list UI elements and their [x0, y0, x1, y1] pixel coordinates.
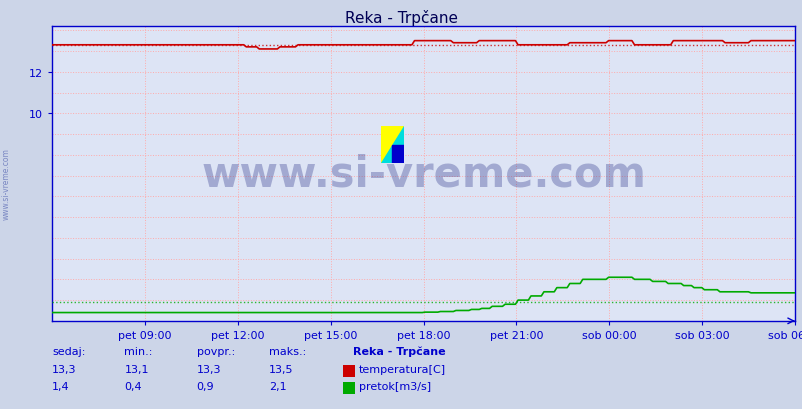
Text: sedaj:: sedaj: — [52, 346, 86, 356]
Text: maks.:: maks.: — [269, 346, 306, 356]
Text: pretok[m3/s]: pretok[m3/s] — [358, 381, 431, 391]
Text: 13,3: 13,3 — [52, 364, 77, 374]
Text: Reka - Trpčane: Reka - Trpčane — [353, 345, 445, 356]
Polygon shape — [381, 127, 403, 164]
Text: 2,1: 2,1 — [269, 381, 286, 391]
Polygon shape — [391, 145, 403, 164]
Text: povpr.:: povpr.: — [196, 346, 235, 356]
Text: 13,1: 13,1 — [124, 364, 149, 374]
Polygon shape — [381, 127, 403, 164]
Text: temperatura[C]: temperatura[C] — [358, 364, 445, 374]
Text: 0,9: 0,9 — [196, 381, 214, 391]
Text: 13,5: 13,5 — [269, 364, 294, 374]
Text: min.:: min.: — [124, 346, 152, 356]
Text: www.si-vreme.com: www.si-vreme.com — [200, 153, 646, 195]
Text: Reka - Trpčane: Reka - Trpčane — [345, 10, 457, 26]
Text: 0,4: 0,4 — [124, 381, 142, 391]
Text: 1,4: 1,4 — [52, 381, 70, 391]
Text: www.si-vreme.com: www.si-vreme.com — [2, 148, 11, 220]
Text: 13,3: 13,3 — [196, 364, 221, 374]
